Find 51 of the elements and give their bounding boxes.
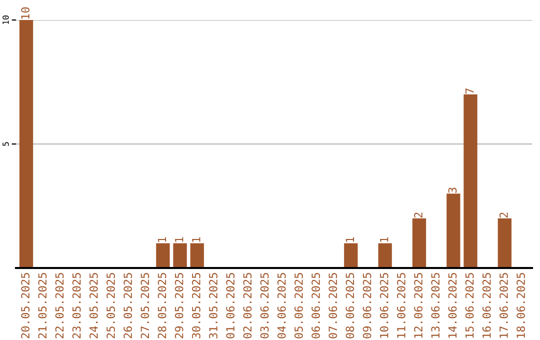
data-label: 2 [414,212,422,218]
bar [19,20,34,268]
x-tick-label: 16.06.2025 [482,273,491,338]
y-tick-label: 5 [2,142,9,146]
data-label: 1 [175,237,184,242]
x-tick-label: 13.06.2025 [431,273,440,338]
x-tick-label: 29.05.2025 [174,273,184,338]
x-tick-label: 02.06.2025 [243,273,252,338]
x-tick-label: 10.06.2025 [380,273,388,338]
data-label: 1 [346,237,354,242]
x-tick-label: 17.06.2025 [500,273,508,338]
data-label: 7 [465,88,474,94]
x-tick-label: 27.05.2025 [140,273,150,338]
x-tick-label: 24.05.2025 [89,273,98,338]
x-tick-label: 09.06.2025 [362,273,372,338]
x-tick-label: 07.06.2025 [328,273,338,338]
x-tick-label: 03.06.2025 [260,273,269,338]
data-label: 1 [380,237,388,242]
bar [378,243,392,268]
bar [156,243,170,268]
x-tick-label: 04.06.2025 [277,273,286,338]
x-tick-label: 31.05.2025 [209,273,218,338]
x-tick-label: 11.06.2025 [396,273,406,338]
bar [412,218,426,268]
data-label: 1 [158,237,166,242]
bar [446,194,460,268]
x-tick-label: 01.06.2025 [226,273,235,338]
bar [464,94,478,268]
bar [344,243,358,268]
x-tick-label: 26.05.2025 [124,273,132,338]
bar [173,243,187,268]
x-tick-label: 15.06.2025 [465,273,474,338]
x-tick-label: 22.05.2025 [55,273,64,338]
data-label: 3 [448,188,457,193]
data-label: 10 [21,7,30,19]
x-tick-label: 12.06.2025 [414,273,422,338]
x-tick-label: 25.05.2025 [106,273,115,338]
x-tick-label: 23.05.2025 [72,273,81,338]
data-label: 2 [500,212,508,218]
x-tick-label: 30.05.2025 [192,273,200,338]
x-tick-label: 06.06.2025 [312,273,320,338]
x-tick-label: 05.06.2025 [294,273,303,338]
x-tick-label: 08.06.2025 [346,273,354,338]
x-tick-label: 18.06.2025 [516,273,525,338]
x-tick-label: 20.05.2025 [21,273,30,338]
bar [498,218,512,268]
data-label: 1 [192,237,200,242]
bar [190,243,204,268]
x-tick-label: 28.05.2025 [158,273,166,338]
x-tick-label: 14.06.2025 [448,273,457,338]
x-tick-label: 21.05.2025 [38,273,47,338]
